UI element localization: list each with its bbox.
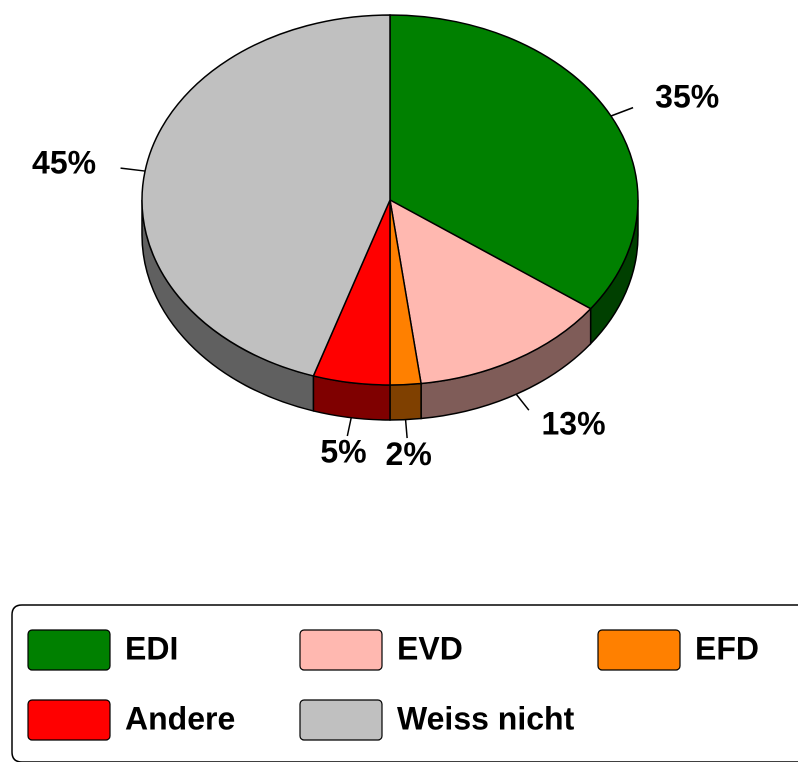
legend-swatch	[27, 699, 111, 741]
leader-line	[404, 419, 408, 439]
data-label: 2%	[386, 436, 432, 472]
data-label: 45%	[32, 145, 96, 181]
legend-label: EDI	[125, 630, 178, 666]
pie-slice	[389, 14, 639, 310]
legend-swatch	[299, 699, 383, 741]
leader-line	[120, 167, 146, 172]
legend-label: EVD	[397, 630, 463, 666]
legend-swatch	[27, 629, 111, 671]
pie-slice	[389, 198, 592, 385]
data-label: 35%	[655, 79, 719, 115]
data-label: 13%	[541, 406, 605, 442]
legend-label: EFD	[695, 630, 759, 666]
legend-label: Weiss nicht	[397, 700, 575, 736]
pie-side	[389, 382, 422, 421]
legend-box	[11, 604, 798, 762]
leader-line	[515, 393, 530, 411]
legend-swatch	[299, 629, 383, 671]
leader-line	[610, 106, 634, 117]
legend-label: Andere	[125, 700, 235, 736]
leader-line	[346, 417, 352, 437]
pie-slice	[141, 14, 391, 377]
legend-swatch	[597, 629, 681, 671]
data-label: 5%	[320, 434, 366, 470]
